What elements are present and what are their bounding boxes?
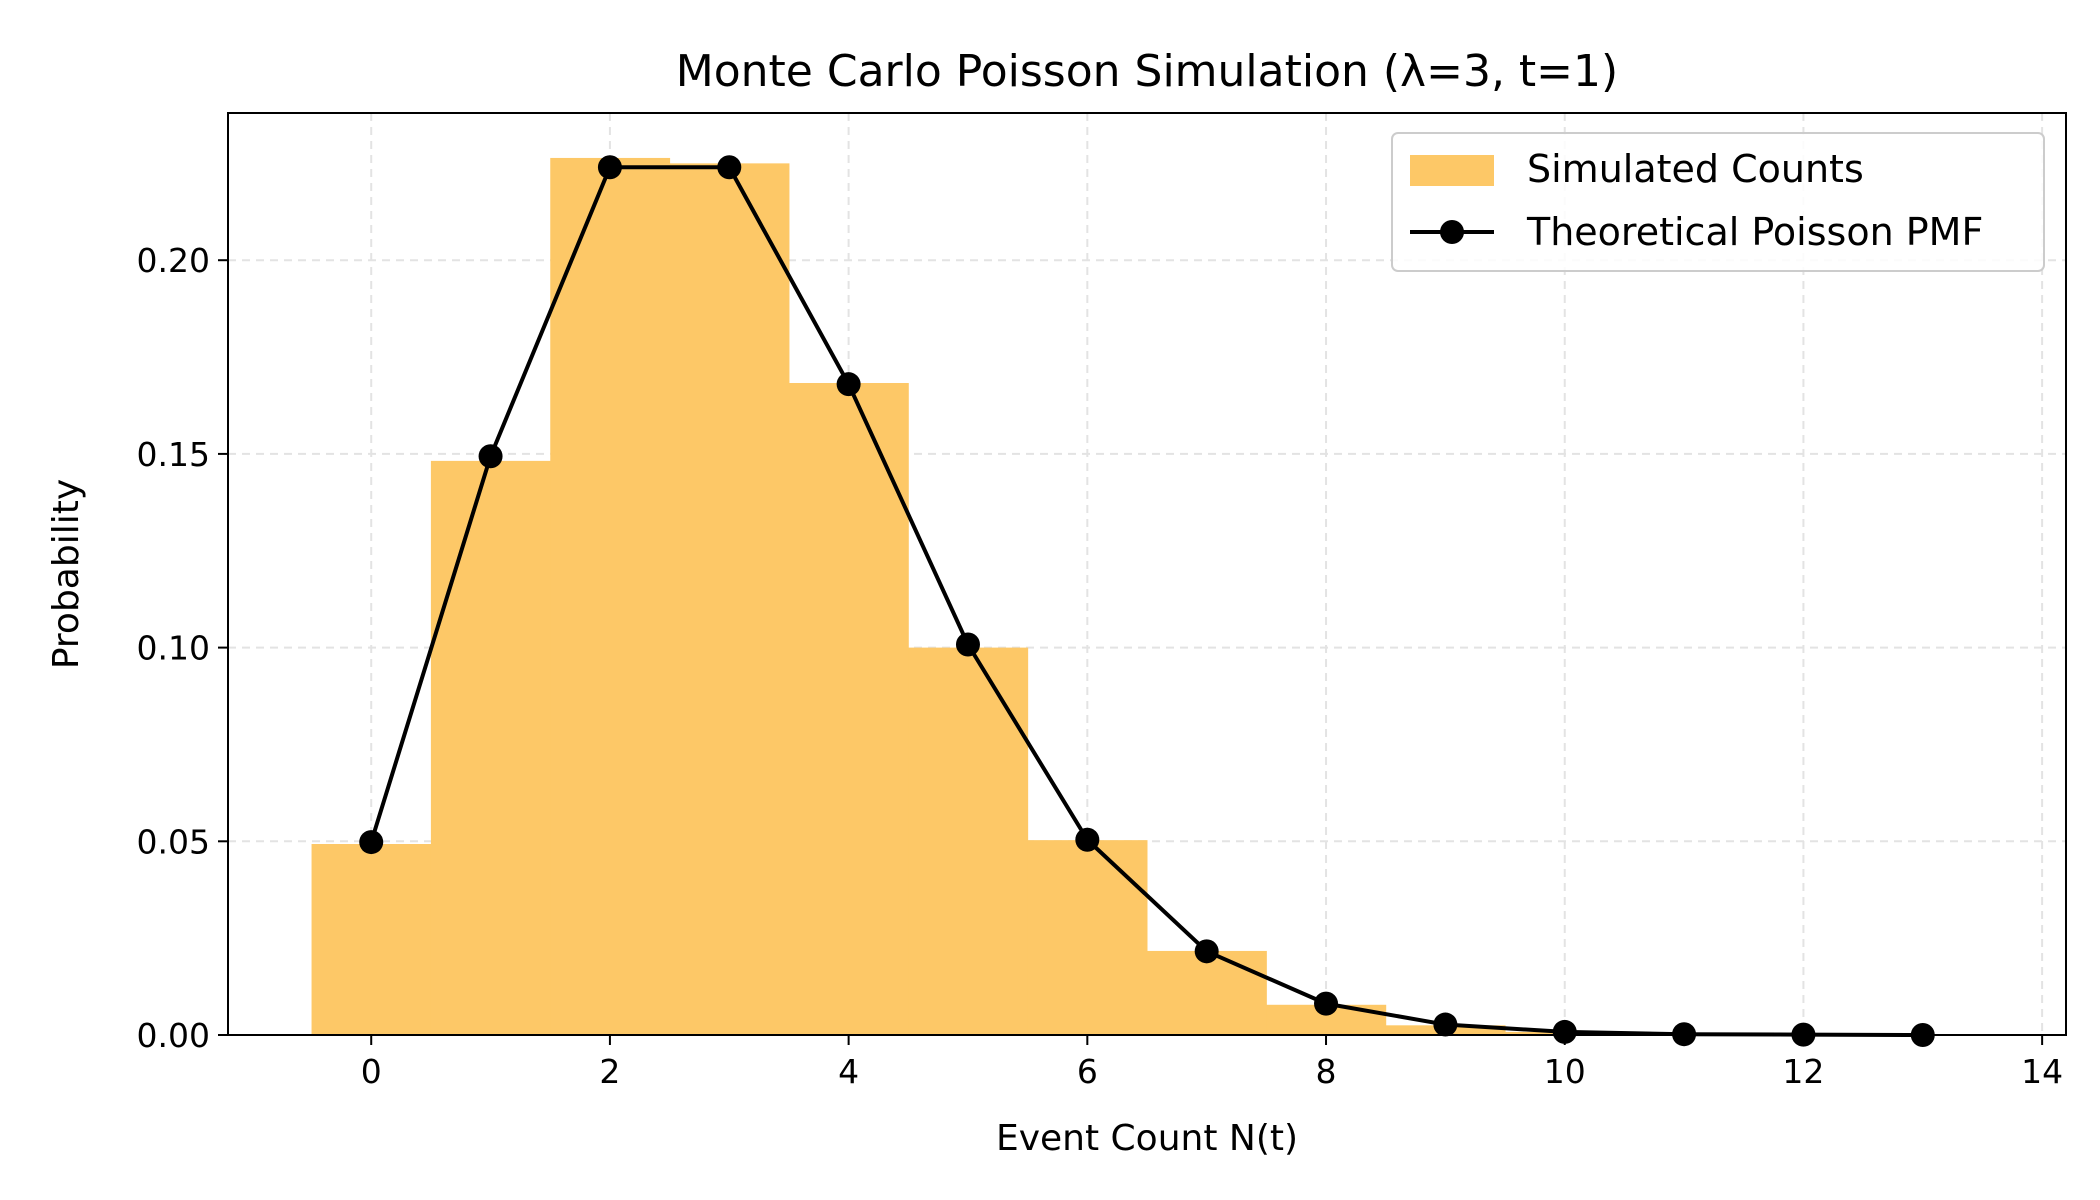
pmf-point-6 [1075,827,1100,852]
chart-title: Monte Carlo Poisson Simulation (λ=3, t=1… [676,46,1618,97]
bar-simulated-0 [311,844,432,1035]
pmf-point-2 [597,155,622,180]
pmf-point-7 [1194,939,1219,964]
pmf-point-4 [836,372,861,397]
x-tick-label: 14 [2021,1052,2063,1091]
pmf-point-8 [1314,991,1339,1016]
legend: Simulated Counts Theoretical Poisson PMF [1391,132,2045,272]
plot-frame [227,112,2067,1036]
pmf-point-0 [359,830,384,855]
x-tick-label: 8 [1316,1052,1337,1091]
pmf-point-9 [1433,1012,1458,1037]
bars [311,157,1864,1036]
y-tick-label: 0.10 [137,629,210,668]
pmf-line-group [359,155,1935,1047]
bar-simulated-7 [1147,950,1267,1035]
x-tick-label: 10 [1544,1052,1586,1091]
x-tick-label: 6 [1077,1052,1098,1091]
pmf-point-3 [717,155,742,180]
x-tick-label: 0 [361,1052,382,1091]
bar-simulated-1 [430,460,551,1035]
pmf-line [369,165,1923,1037]
y-ticks: 0.00 0.05 0.10 0.15 0.20 [137,241,228,1055]
bar-simulated-2 [550,157,671,1036]
x-axis-label: Event Count N(t) [996,1118,1298,1159]
bar-simulated-6 [1027,840,1148,1035]
y-tick-label: 0.20 [137,241,210,280]
y-axis-label: Probability [46,479,87,669]
x-tick-label: 4 [838,1052,859,1091]
bar-simulated-3 [669,163,790,1036]
legend-swatch-simulated [1410,155,1494,186]
x-ticks: 0 2 4 6 8 10 12 14 [361,1035,2063,1091]
y-tick-label: 0.05 [137,822,210,861]
x-tick-label: 2 [599,1052,620,1091]
legend-marker-theoretical [1440,220,1464,244]
y-tick-label: 0.15 [137,435,210,474]
legend-box [1391,132,2045,272]
pmf-point-10 [1552,1019,1577,1044]
legend-label-simulated: Simulated Counts [1527,147,1864,191]
pmf-point-5 [955,632,980,657]
pmf-point-1 [478,444,503,469]
bar-simulated-5 [908,647,1029,1035]
bar-simulated-4 [788,383,909,1035]
y-tick-label: 0.00 [137,1016,210,1055]
x-tick-label: 12 [1782,1052,1824,1091]
legend-label-theoretical: Theoretical Poisson PMF [1526,210,1983,254]
